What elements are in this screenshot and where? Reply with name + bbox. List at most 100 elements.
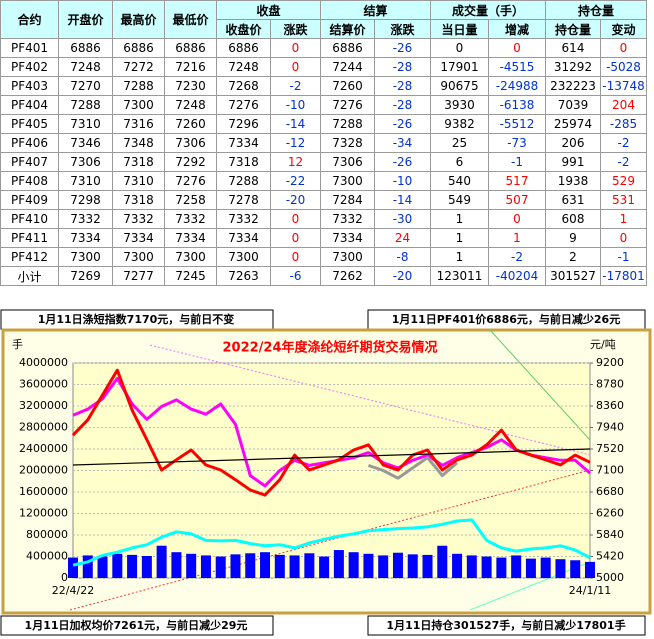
cell: 2 bbox=[545, 247, 601, 267]
row: PF406 7346 7348 7306 7334 -12 7328 -34 25 -73 206-… bbox=[0, 133, 647, 153]
cell: 7332 bbox=[164, 209, 217, 229]
series-line bbox=[72, 518, 591, 567]
header-cell: 变动 bbox=[600, 19, 647, 39]
cell: 7248 bbox=[164, 95, 217, 115]
chart-title: 2022/24年度涤纶短纤期货交易情况 bbox=[222, 340, 437, 356]
cell: -40204 bbox=[488, 266, 546, 286]
y2-tick-label: 8360 bbox=[596, 399, 624, 412]
cell: 90675 bbox=[430, 76, 489, 96]
row: PF409 7298 7318 7258 7278 -20 7284 -14 549 507 631… bbox=[0, 190, 647, 210]
cell: 7278 bbox=[216, 190, 271, 210]
header-cell: 结算 bbox=[320, 0, 431, 20]
volume-bar bbox=[525, 558, 536, 578]
y2-tick-label: 9200 bbox=[596, 356, 624, 369]
cell: 7263 bbox=[216, 266, 271, 286]
volume-bar bbox=[141, 555, 152, 578]
volume-bar bbox=[437, 545, 448, 578]
cell: 0 bbox=[600, 228, 647, 248]
series-line bbox=[71, 368, 591, 497]
cell: -26 bbox=[374, 38, 431, 58]
plot-area bbox=[72, 362, 591, 579]
cell: 7332 bbox=[216, 209, 271, 229]
volume-bar bbox=[570, 560, 581, 578]
guide-line bbox=[149, 344, 591, 456]
cell: 7334 bbox=[320, 228, 375, 248]
header-cell: 涨跌 bbox=[270, 19, 321, 39]
volume-bar bbox=[171, 552, 182, 578]
cell: -28 bbox=[374, 57, 431, 77]
cell: 614 bbox=[545, 38, 601, 58]
cell: 0 bbox=[270, 247, 321, 267]
cell: 7348 bbox=[112, 133, 165, 153]
cell: -10 bbox=[270, 95, 321, 115]
y2-tick-label: 6680 bbox=[596, 485, 624, 498]
chart-area: 1月11日涤短指数7170元，与前日不变 1月11日PF401价6886元，与前… bbox=[0, 309, 652, 636]
cell: 7318 bbox=[112, 152, 165, 172]
cell: -73 bbox=[488, 133, 546, 153]
cell: 7276 bbox=[216, 95, 271, 115]
cell: 3930 bbox=[430, 95, 489, 115]
cell: 7288 bbox=[112, 76, 165, 96]
cell: 7346 bbox=[58, 133, 113, 153]
cell: -2 bbox=[270, 76, 321, 96]
cell: 7230 bbox=[164, 76, 217, 96]
y2-tick-label: 5840 bbox=[596, 528, 624, 541]
cell: 1 bbox=[430, 209, 489, 229]
cell: 7288 bbox=[320, 114, 375, 134]
cell: -4515 bbox=[488, 57, 546, 77]
cell: 0 bbox=[270, 57, 321, 77]
cell: 7328 bbox=[320, 133, 375, 153]
cell: 0 bbox=[430, 38, 489, 58]
cell: PF408 bbox=[0, 171, 59, 191]
y2-tick-label: 8780 bbox=[596, 378, 624, 391]
cell: -2 bbox=[600, 133, 647, 153]
cell: 7306 bbox=[320, 152, 375, 172]
cell: -26 bbox=[374, 152, 431, 172]
y-tick-label: 2000000 bbox=[19, 464, 68, 477]
volume-bar bbox=[496, 557, 507, 578]
cell: 6886 bbox=[164, 38, 217, 58]
cell: 540 bbox=[430, 171, 489, 191]
cell: 7245 bbox=[164, 266, 217, 286]
cell: -6138 bbox=[488, 95, 546, 115]
note: 1月11日涤短指数7170元，与前日不变 bbox=[38, 312, 235, 326]
cell: 7300 bbox=[164, 247, 217, 267]
cell: PF409 bbox=[0, 190, 59, 210]
y-axis-label: 手 bbox=[12, 337, 23, 351]
cell: 301527 bbox=[545, 266, 601, 286]
cell: 7318 bbox=[216, 152, 271, 172]
note: 1月11日PF401价6886元，与前日减少26元 bbox=[392, 312, 620, 326]
cell: 7276 bbox=[320, 95, 375, 115]
cell: 507 bbox=[488, 190, 546, 210]
header-cell: 最高价 bbox=[112, 0, 165, 39]
volume-bar bbox=[319, 556, 330, 578]
volume-bar bbox=[97, 556, 108, 578]
y2-axis-label: 元/吨 bbox=[590, 338, 616, 351]
cell: 7310 bbox=[58, 171, 113, 191]
header-cell: 最低价 bbox=[164, 0, 217, 39]
y-tick-label: 4000000 bbox=[19, 356, 68, 369]
cell: 31292 bbox=[545, 57, 601, 77]
row: 收盘价 涨跌 结算价 涨跌 当日量 增减 持仓量 变动 bbox=[1, 19, 647, 39]
cell: 9382 bbox=[430, 114, 489, 134]
header-cell: 当日量 bbox=[430, 19, 489, 39]
cell: -20 bbox=[374, 266, 431, 286]
y-tick-label: 0 bbox=[61, 571, 68, 584]
y-tick-label: 2400000 bbox=[19, 442, 68, 455]
cell: 0 bbox=[270, 228, 321, 248]
header-cell: 成交量（手） bbox=[430, 0, 546, 20]
cell: 7248 bbox=[216, 57, 271, 77]
cell: 7300 bbox=[112, 95, 165, 115]
cell: 7284 bbox=[320, 190, 375, 210]
cell: 7300 bbox=[216, 247, 271, 267]
cell: -26 bbox=[374, 114, 431, 134]
row: PF411 7334 7334 7334 7334 0 7334 24 1 1 9 0 bbox=[0, 228, 647, 248]
cell: -28 bbox=[374, 95, 431, 115]
cell: 631 bbox=[545, 190, 601, 210]
cell: 0 bbox=[488, 209, 546, 229]
cell: 6 bbox=[430, 152, 489, 172]
cell: -6 bbox=[270, 266, 321, 286]
volume-bar bbox=[555, 559, 566, 578]
volume-bar bbox=[289, 555, 300, 578]
